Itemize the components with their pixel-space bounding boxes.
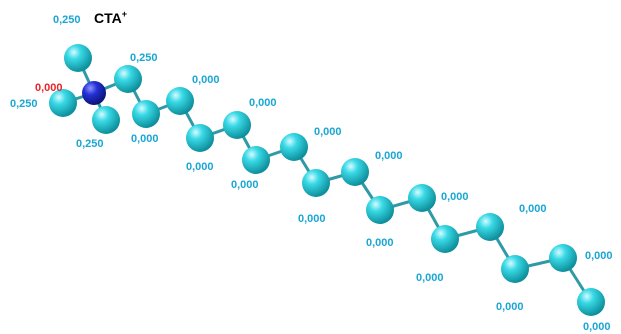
charge-label-0: 0,000 bbox=[35, 82, 63, 94]
carbon-atom-2 bbox=[49, 89, 77, 117]
charge-label-9: 0,000 bbox=[231, 179, 259, 191]
charge-label-14: 0,000 bbox=[441, 191, 469, 203]
charge-label-19: 0,000 bbox=[583, 321, 611, 333]
charge-label-17: 0,000 bbox=[496, 301, 524, 313]
carbon-atom-13 bbox=[366, 196, 394, 224]
carbon-atom-4 bbox=[114, 65, 142, 93]
carbon-atom-11 bbox=[302, 169, 330, 197]
nitrogen-atom-0 bbox=[82, 81, 106, 105]
charge-labels-layer: 0,000 0,250 0,250 0,250 0,250 0,000 0,000 0,000… bbox=[10, 14, 613, 333]
carbon-atom-19 bbox=[577, 288, 605, 316]
carbon-atom-14 bbox=[408, 184, 436, 212]
carbon-atom-6 bbox=[166, 87, 194, 115]
carbon-atom-17 bbox=[501, 255, 529, 283]
carbon-atom-15 bbox=[431, 225, 459, 253]
carbon-atom-18 bbox=[549, 244, 577, 272]
charge-label-4: 0,250 bbox=[130, 52, 158, 64]
carbon-atom-1 bbox=[64, 44, 92, 72]
charge-label-16: 0,000 bbox=[519, 203, 547, 215]
charge-label-11: 0,000 bbox=[298, 213, 326, 225]
carbon-atom-7 bbox=[186, 124, 214, 152]
molecule-title: CTA+ bbox=[94, 9, 127, 26]
charge-label-2: 0,250 bbox=[10, 98, 38, 110]
carbon-atom-3 bbox=[92, 106, 120, 134]
charge-label-18: 0,000 bbox=[585, 250, 613, 262]
charge-label-6: 0,000 bbox=[192, 74, 220, 86]
atoms-layer bbox=[49, 44, 605, 316]
carbon-atom-9 bbox=[242, 146, 270, 174]
carbon-atom-12 bbox=[341, 158, 369, 186]
charge-label-13: 0,000 bbox=[366, 237, 394, 249]
charge-label-5: 0,000 bbox=[131, 133, 159, 145]
charge-label-12: 0,000 bbox=[375, 150, 403, 162]
carbon-atom-10 bbox=[280, 133, 308, 161]
carbon-atom-5 bbox=[132, 100, 160, 128]
carbon-atom-8 bbox=[223, 111, 251, 139]
charge-label-3: 0,250 bbox=[76, 138, 104, 150]
carbon-atom-16 bbox=[476, 213, 504, 241]
charge-label-1: 0,250 bbox=[53, 14, 81, 26]
charge-label-10: 0,000 bbox=[314, 126, 342, 138]
charge-label-15: 0,000 bbox=[416, 272, 444, 284]
charge-label-8: 0,000 bbox=[249, 97, 277, 109]
charge-label-7: 0,000 bbox=[186, 161, 214, 173]
